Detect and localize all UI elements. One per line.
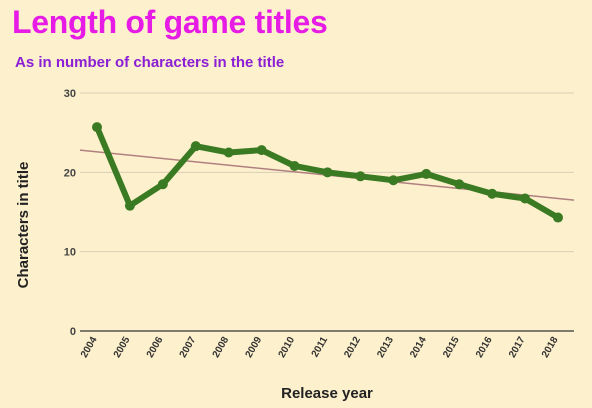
data-point	[223, 147, 234, 158]
y-tick-label: 20	[64, 167, 76, 179]
x-tick-label: 2017	[507, 335, 528, 360]
x-tick-label: 2016	[474, 335, 495, 360]
data-point	[454, 179, 465, 190]
x-tick-label: 2015	[441, 335, 462, 360]
x-tick-label: 2014	[408, 335, 429, 360]
y-axis-label: Characters in title	[15, 161, 32, 289]
x-tick-label: 2011	[310, 335, 331, 360]
data-point	[520, 193, 531, 204]
chart-title: Length of game titles	[12, 4, 328, 40]
data-point	[157, 179, 168, 190]
x-tick-label: 2005	[112, 335, 133, 360]
data-points	[92, 122, 563, 223]
data-point	[388, 175, 399, 186]
data-point	[124, 200, 135, 211]
data-point	[289, 160, 300, 171]
x-tick-label: 2018	[540, 335, 561, 360]
x-tick-label: 2010	[277, 335, 298, 360]
data-point	[256, 145, 267, 156]
data-point	[355, 171, 366, 182]
x-tick-label: 2009	[244, 335, 265, 360]
chart-subtitle: As in number of characters in the title	[15, 54, 285, 71]
data-point	[553, 212, 563, 223]
x-axis-ticks: 2004 2005 2006 2007 2008 2009 2010 2011 2012 2013…	[79, 335, 561, 360]
x-axis-label: Release year	[281, 385, 373, 402]
y-tick-label: 0	[70, 326, 76, 338]
x-tick-label: 2008	[211, 335, 232, 360]
data-point	[421, 168, 432, 179]
x-tick-label: 2006	[145, 335, 166, 360]
y-tick-label: 30	[64, 88, 76, 100]
data-point	[190, 141, 201, 152]
x-tick-label: 2012	[342, 335, 363, 360]
data-point	[487, 188, 498, 199]
x-tick-label: 2007	[178, 335, 199, 360]
data-point	[322, 167, 333, 178]
y-axis-ticks: 0 10 20 30	[64, 88, 76, 338]
data-point	[92, 122, 102, 133]
y-tick-label: 10	[64, 247, 76, 259]
x-tick-label: 2004	[79, 335, 100, 360]
x-tick-label: 2013	[375, 335, 396, 360]
